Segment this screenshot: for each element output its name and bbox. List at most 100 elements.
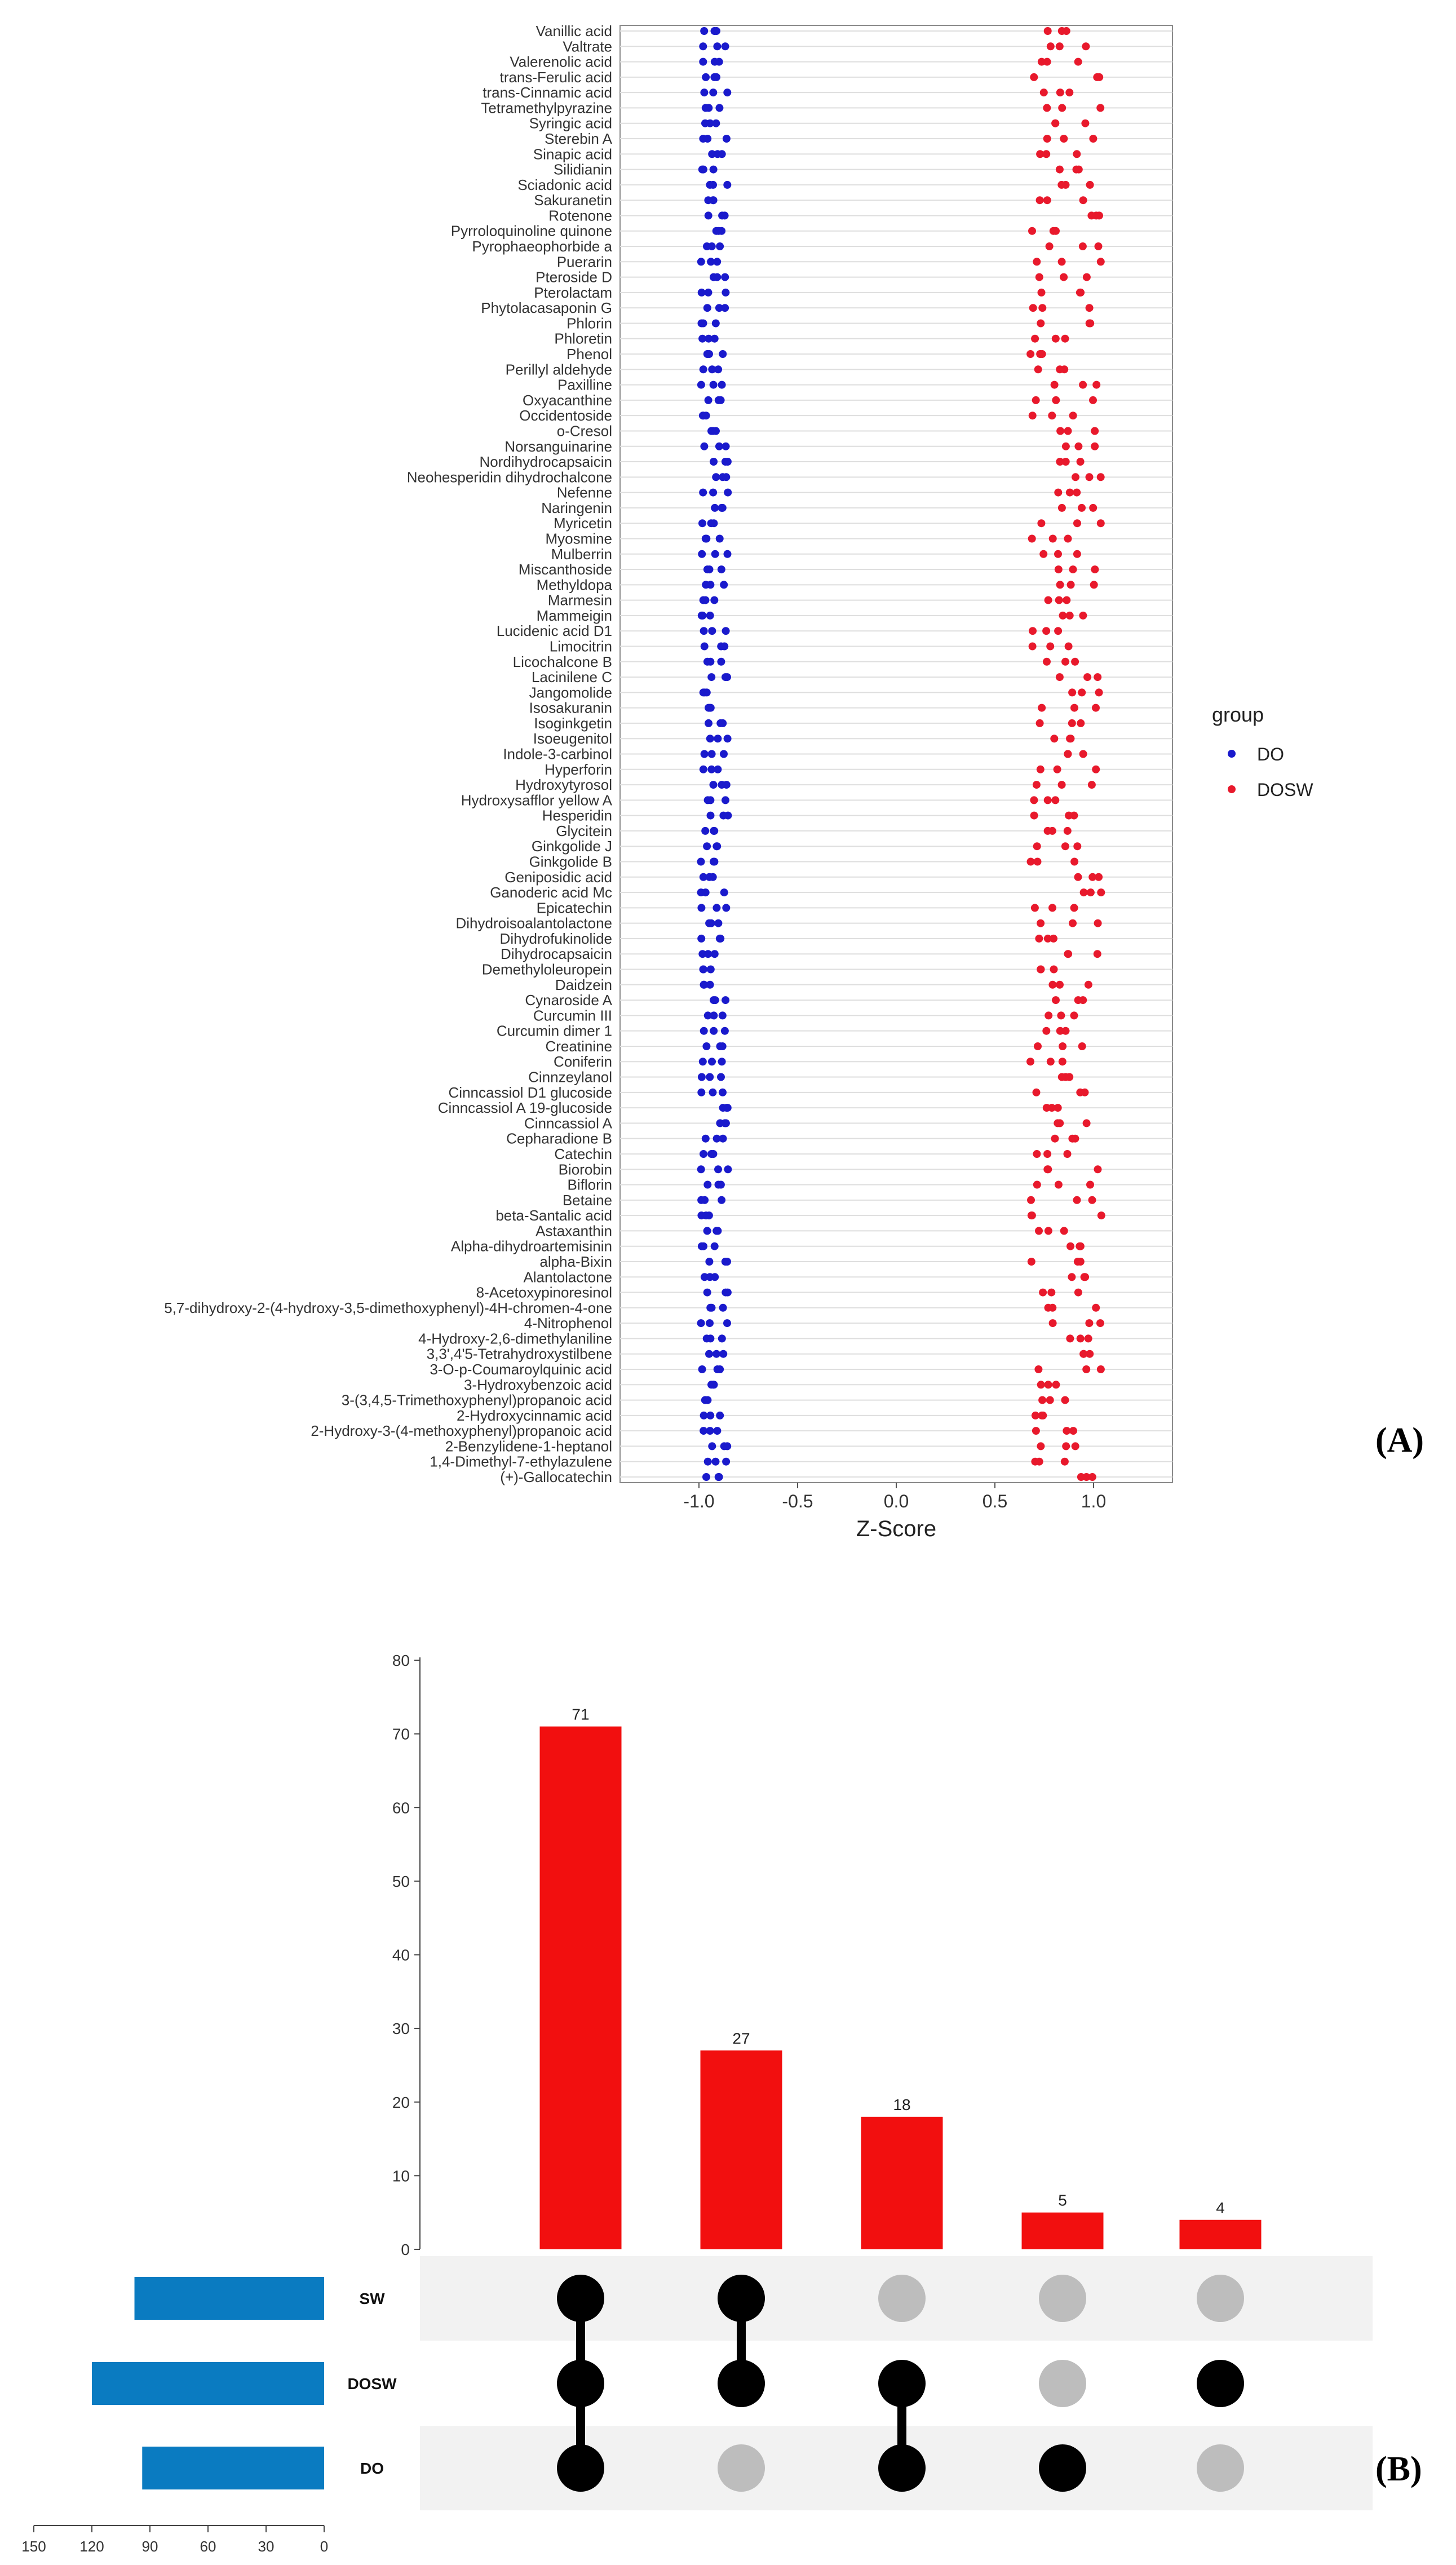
point-do [705, 334, 713, 343]
point-do [698, 611, 707, 620]
point-dosw [1038, 350, 1046, 358]
y-tick-label: Phlorin [567, 315, 612, 331]
point-do [708, 365, 716, 374]
point-dosw [1061, 458, 1070, 466]
y-tick-label: Sinapic acid [533, 145, 612, 162]
y-tick-label: Valtrate [563, 38, 612, 55]
point-do [713, 842, 722, 851]
point-do [710, 519, 718, 528]
set-size-bar [134, 2277, 325, 2320]
point-dosw [1062, 27, 1070, 35]
point-dosw [1065, 89, 1074, 97]
point-do [714, 1227, 722, 1235]
point-do [722, 473, 731, 481]
point-do [718, 1196, 726, 1204]
matrix-dot-empty [1039, 2275, 1086, 2322]
y-tick-label: 30 [392, 2020, 410, 2037]
point-dosw [1035, 196, 1044, 205]
point-dosw [1048, 412, 1056, 420]
point-dosw [1083, 673, 1092, 682]
point-dosw [1065, 811, 1073, 820]
point-dosw [1059, 1042, 1067, 1050]
point-dosw [1054, 565, 1063, 574]
point-dosw [1076, 1334, 1085, 1343]
point-do [721, 42, 729, 51]
point-do [712, 27, 720, 35]
point-do [723, 1442, 732, 1450]
panel-a-x-ticks: -1.0 -0.5 0.0 0.5 1.0 [683, 1483, 1106, 1511]
intersection-bar [1179, 2219, 1262, 2249]
y-tick-label: Catechin [554, 1146, 612, 1162]
point-dosw [1046, 1058, 1055, 1066]
point-do [711, 550, 719, 558]
set-name-label: DO [360, 2460, 384, 2477]
point-dosw [1063, 596, 1071, 604]
point-do [698, 1365, 706, 1373]
point-dosw [1086, 1350, 1094, 1358]
point-dosw [1073, 519, 1081, 528]
point-do [712, 1134, 721, 1143]
point-dosw [1044, 1381, 1052, 1389]
y-tick-label: Syringic acid [529, 115, 612, 132]
point-dosw [1048, 1303, 1057, 1312]
point-do [708, 627, 716, 635]
point-dosw [1054, 1180, 1063, 1189]
point-dosw [1060, 273, 1068, 281]
intersection-bar [861, 2116, 943, 2249]
point-dosw [1054, 488, 1063, 497]
y-tick-label: 0 [401, 2241, 410, 2258]
point-dosw [1079, 611, 1087, 620]
panel-b-set-size-bars: SW DOSW DO 150 120 90 60 30 0 [21, 2277, 397, 2555]
legend-dosw-label: DOSW [1257, 780, 1313, 800]
point-do [699, 488, 707, 497]
point-do [713, 258, 722, 266]
point-do [710, 58, 719, 66]
point-dosw [1073, 550, 1081, 558]
point-do [701, 1134, 710, 1143]
y-tick-label: 4-Nitrophenol [524, 1315, 612, 1332]
point-dosw [1038, 1411, 1046, 1419]
panel-b-y-axis: 0 10 20 30 40 50 60 70 80 [392, 1652, 421, 2258]
point-do [707, 1381, 715, 1389]
point-dosw [1071, 1442, 1079, 1450]
point-do [697, 319, 706, 328]
point-dosw [1060, 1227, 1068, 1235]
y-tick-label: Cinncassiol D1 glucoside [449, 1084, 612, 1101]
point-dosw [1085, 473, 1094, 481]
point-dosw [1082, 1365, 1091, 1373]
point-dosw [1086, 888, 1095, 897]
point-do [706, 1073, 714, 1081]
point-do [705, 1211, 713, 1220]
set-axis-tick-label: 0 [320, 2538, 328, 2555]
point-dosw [1078, 242, 1087, 250]
point-do [697, 288, 706, 297]
point-do [713, 1427, 722, 1435]
point-do [703, 1288, 711, 1297]
point-dosw [1046, 42, 1055, 51]
y-tick-label: Isoginkgetin [534, 715, 612, 732]
point-dosw [1093, 950, 1101, 958]
panel-label-b: (B) [1375, 2450, 1422, 2488]
point-do [699, 58, 707, 66]
point-do [718, 381, 726, 389]
y-tick-label: Sakuranetin [534, 192, 612, 209]
point-dosw [1076, 1242, 1084, 1250]
point-dosw [1087, 781, 1096, 789]
point-dosw [1027, 1196, 1035, 1204]
y-tick-label: 1,4-Dimethyl-7-ethylazulene [430, 1453, 612, 1470]
point-dosw [1027, 1258, 1035, 1266]
intersection-bar [700, 2050, 782, 2249]
y-tick-label: 4-Hydroxy-2,6-dimethylaniline [418, 1330, 612, 1347]
point-do [704, 396, 712, 404]
point-dosw [1079, 381, 1087, 389]
matrix-dot-empty [718, 2444, 765, 2492]
point-dosw [1078, 503, 1086, 512]
point-do [721, 1258, 729, 1266]
panel-b-upset-plot: 0 10 20 30 40 50 60 70 80 71 27 18 5 4 SW DOSW DO 150 12… [21, 1652, 1373, 2555]
point-do [702, 73, 710, 81]
y-tick-label: 3-Hydroxybenzoic acid [464, 1376, 612, 1393]
point-do [717, 1073, 725, 1081]
point-do [705, 1350, 713, 1358]
set-axis-tick-label: 150 [21, 2538, 46, 2555]
